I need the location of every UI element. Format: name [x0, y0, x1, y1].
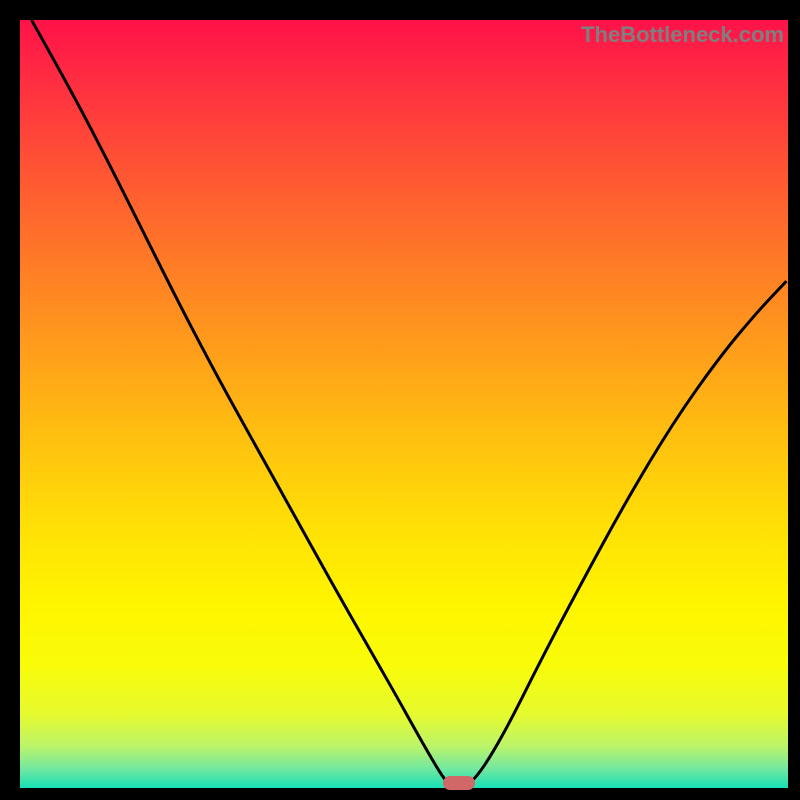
optimum-marker [443, 776, 475, 790]
chart-frame: TheBottleneck.com [0, 0, 800, 800]
gradient-background [20, 20, 788, 788]
watermark-label: TheBottleneck.com [581, 22, 784, 48]
plot-area [20, 20, 788, 788]
bottleneck-curve [20, 20, 788, 788]
